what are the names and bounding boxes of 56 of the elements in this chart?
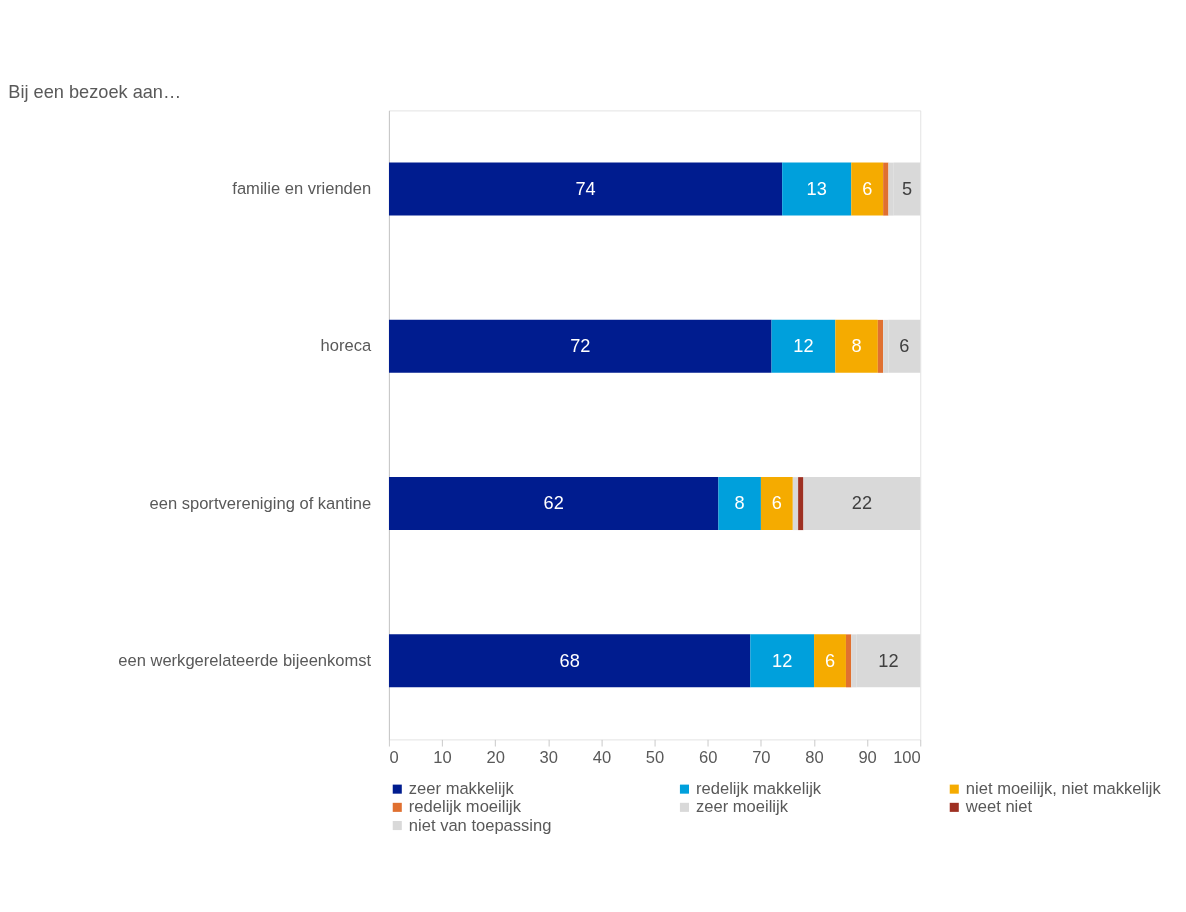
data-label: 5 <box>901 178 913 199</box>
bar <box>883 162 889 216</box>
x-tick-label: 100 <box>893 748 921 768</box>
bar <box>388 319 772 373</box>
data-label: 68 <box>559 650 580 671</box>
bar <box>792 477 799 531</box>
text: Bij een bezoek aan… <box>8 82 182 103</box>
data-label: 6 <box>862 178 873 199</box>
x-tick-label: 20 <box>486 748 505 768</box>
x-tick-label: 60 <box>699 748 718 768</box>
data-label: 12 <box>772 650 793 671</box>
y-tick-label: een sportvereniging of kantine <box>149 493 372 513</box>
bar <box>798 477 804 531</box>
data-label: 12 <box>878 650 899 671</box>
legend-label: zeer moeilijk <box>696 797 789 817</box>
y-tick-label: familie en vrienden <box>232 179 372 199</box>
data-label: 6 <box>899 336 910 357</box>
x-tick-label: 80 <box>805 748 824 768</box>
data-label: 13 <box>806 178 827 199</box>
y-tick-label: horeca <box>320 336 372 356</box>
bar <box>771 319 836 373</box>
legend-label: redelijk makkelijk <box>696 779 822 799</box>
data-label: 8 <box>734 493 745 514</box>
data-label: 62 <box>543 493 564 514</box>
x-tick-label: 30 <box>539 748 559 768</box>
y-tick-label: een werkgerelateerde bijeenkomst <box>118 650 372 670</box>
x-tick-label: 50 <box>645 748 665 768</box>
data-label: 74 <box>575 178 596 199</box>
legend-label: redelijk moeilijk <box>408 797 522 817</box>
data-label: 72 <box>570 336 591 357</box>
legend-label: niet moeilijk, niet makkelijk <box>965 779 1162 799</box>
bar <box>782 162 852 216</box>
x-tick-label: 70 <box>752 748 771 768</box>
bar <box>851 162 884 216</box>
data-label: 8 <box>851 336 862 357</box>
bar <box>760 477 793 531</box>
bar <box>718 477 761 531</box>
bar <box>388 634 751 688</box>
data-label: 22 <box>851 493 872 514</box>
legend-label: niet van toepassing <box>408 815 552 835</box>
legend-label: weet niet <box>964 797 1033 817</box>
x-tick-label: 0 <box>389 748 399 768</box>
bar <box>388 162 783 216</box>
bar <box>388 477 719 531</box>
bar <box>877 319 884 373</box>
data-label: 6 <box>771 493 782 514</box>
legend-label: zeer makkelijk <box>408 779 515 799</box>
data-label: 12 <box>793 336 814 357</box>
data-label: 6 <box>824 650 836 671</box>
bar <box>845 634 852 688</box>
x-tick-label: 10 <box>433 748 452 768</box>
x-tick-label: 40 <box>592 748 612 768</box>
x-tick-label: 90 <box>858 748 877 768</box>
bar <box>835 319 878 373</box>
bar <box>750 634 815 688</box>
bar <box>814 634 846 688</box>
